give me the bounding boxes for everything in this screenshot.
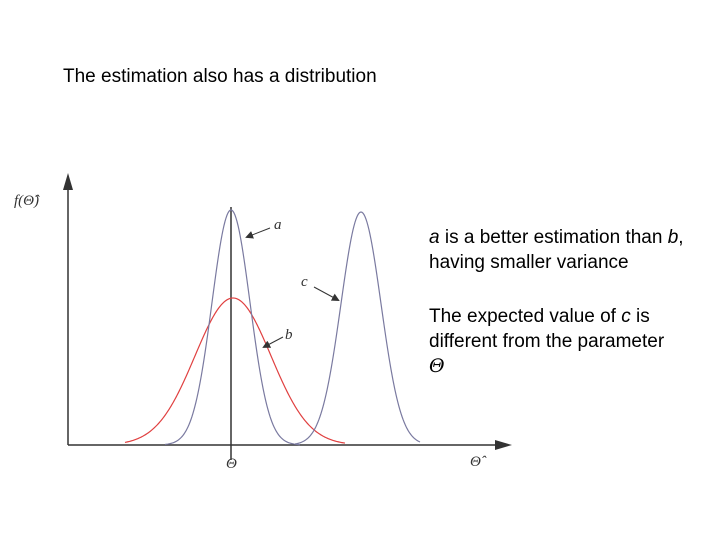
note-run: c [621,306,631,327]
slide-title: The estimation also has a distribution [63,66,377,87]
note-run: Θ [429,355,445,377]
note-run: is a better estimation than [439,227,668,248]
x-parameter-label: Θ [226,456,237,472]
x-arrow [495,440,512,450]
curve-a [164,209,301,446]
x-axis-label: Θ̂ [470,454,487,470]
y-arrow [63,173,73,190]
note-run: is different from the parameter [429,306,665,352]
note-run: The expected value of [429,306,622,327]
y-axis-label: f(Θ̂) [14,193,40,209]
label-c: c [301,274,308,290]
label-b: b [285,327,293,343]
note-run: b [667,227,679,248]
label-a: a [274,217,282,233]
note-run: , having smaller variance [429,227,684,273]
curve-c [294,211,421,445]
pointer-a [245,227,271,239]
curve-b [124,297,346,444]
pointer-c [313,286,340,301]
note: a is a better estimation than b, having … [429,225,714,275]
note: The expected value of c is different fro… [429,304,714,379]
pointer-b [262,336,284,348]
note-run: a [429,227,440,248]
